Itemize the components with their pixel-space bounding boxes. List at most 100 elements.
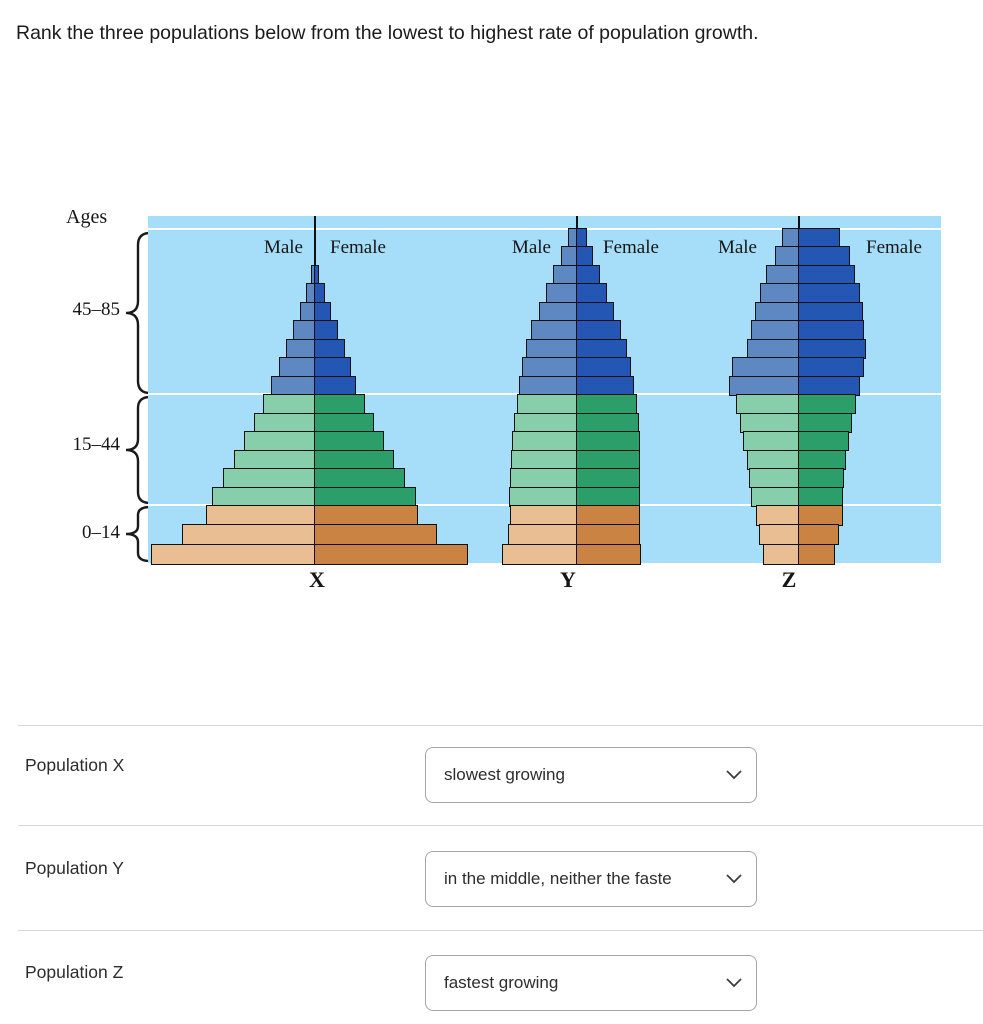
pyramid-bar-female	[314, 394, 365, 415]
pyramid-bar-female	[576, 394, 637, 415]
age-range-0-14: 0–14	[82, 522, 120, 543]
female-label: Female	[330, 237, 386, 258]
gridline-top	[148, 228, 941, 230]
population-y-select[interactable]: in the middle, neither the faste	[425, 851, 757, 907]
pyramid-bar-male	[729, 375, 800, 396]
pyramid-bar-female	[798, 543, 835, 565]
age-range-15-44: 15–44	[72, 434, 121, 455]
pyramid-bar-female	[314, 320, 338, 341]
pyramid-bar-female	[314, 375, 356, 396]
pyramid-bar-female	[576, 283, 607, 304]
pyramid-bar-male	[151, 543, 316, 565]
pyramid-bar-male	[519, 375, 578, 396]
brace-15-44	[125, 396, 152, 504]
pyramid-bar-female	[576, 431, 640, 452]
pyramid-bar-female	[798, 264, 855, 286]
pyramid-bar-female	[798, 468, 844, 489]
pyramid-bar-female	[314, 486, 416, 507]
row-divider	[18, 725, 983, 726]
pyramid-bar-male	[546, 283, 578, 304]
pyramid-bar-female	[314, 412, 374, 433]
female-label: Female	[603, 237, 659, 258]
pyramid-bar-male	[766, 264, 800, 286]
pyramid-bar-female	[314, 431, 384, 452]
pyramid-bar-male	[234, 449, 316, 470]
population-y-label: Population Y	[25, 858, 124, 878]
pyramid-name-label: X	[309, 567, 325, 592]
pyramid-bar-female	[576, 338, 627, 359]
pyramid-bar-male	[509, 486, 578, 507]
pyramid-bar-male	[531, 320, 578, 341]
selected-option: fastest growing	[444, 973, 559, 992]
pyramid-bar-female	[314, 338, 345, 359]
population-x-select[interactable]: slowest growing	[425, 747, 757, 803]
pyramid-bar-female	[576, 228, 587, 249]
pyramid-bar-female	[576, 320, 621, 341]
ages-axis-title: Ages	[66, 206, 108, 228]
pyramid-bar-female	[314, 357, 351, 378]
pyramid-bar-female	[576, 246, 593, 267]
pyramid-bar-female	[576, 301, 614, 323]
pyramid-bar-male	[223, 468, 316, 489]
population-z-select[interactable]: fastest growing	[425, 955, 757, 1011]
pyramid-bar-female	[314, 504, 418, 527]
pyramid-bar-female	[798, 283, 860, 304]
pyramid-bar-female	[798, 228, 840, 249]
pyramid-bar-female	[576, 357, 631, 378]
pyramid-bar-female	[798, 431, 849, 452]
pyramid-bar-male	[553, 264, 578, 286]
row-divider	[18, 825, 983, 826]
pyramid-bar-female	[314, 301, 331, 323]
pyramid-bar-female	[314, 283, 325, 304]
chevron-down-icon	[726, 874, 742, 884]
pyramid-bar-male	[212, 486, 316, 507]
pyramid-bar-female	[576, 504, 640, 527]
pyramid-bar-male	[279, 357, 316, 378]
pyramid-bar-male	[182, 524, 316, 546]
pyramid-bar-male	[751, 320, 800, 341]
pyramid-bar-male	[775, 246, 800, 267]
pyramid-bar-male	[756, 504, 800, 527]
pyramid-bar-female	[798, 394, 856, 415]
pyramid-bar-male	[539, 301, 578, 323]
female-label: Female	[866, 237, 922, 258]
pyramid-bar-female	[798, 246, 850, 267]
pyramid-bar-female	[798, 301, 863, 323]
pyramid-bar-female	[576, 264, 600, 286]
pyramid-bar-female	[798, 504, 843, 527]
selected-option: in the middle, neither the faste	[444, 869, 672, 888]
pyramid-bar-female	[798, 486, 843, 507]
pyramid-bar-female	[798, 338, 866, 359]
pyramid-bar-male	[751, 486, 800, 507]
pyramid-bar-female	[314, 264, 319, 286]
pyramid-bar-female	[314, 543, 468, 565]
pyramid-bar-male	[759, 524, 800, 546]
pyramid-bar-female	[576, 524, 640, 546]
question-text: Rank the three populations below from th…	[16, 22, 759, 44]
pyramid-bar-male	[736, 394, 800, 415]
pyramid-bar-male	[244, 431, 316, 452]
pyramid-bar-male	[514, 412, 578, 433]
pyramid-bar-female	[798, 449, 846, 470]
pyramid-bar-male	[747, 449, 800, 470]
pyramid-bar-male	[271, 375, 316, 396]
pyramid-bar-female	[314, 524, 437, 546]
pyramid-bar-male	[263, 394, 316, 415]
pyramid-bar-male	[512, 431, 578, 452]
pyramid-bar-female	[576, 375, 634, 396]
selected-option: slowest growing	[444, 765, 565, 784]
chevron-down-icon	[726, 978, 742, 988]
male-label: Male	[263, 237, 303, 258]
population-x-label: Population X	[25, 755, 125, 775]
pyramid-bar-male	[526, 338, 578, 359]
pyramid-bar-male	[517, 394, 578, 415]
population-z-label: Population Z	[25, 962, 124, 982]
pyramid-name-label: Z	[781, 567, 797, 592]
brace-45-85	[125, 232, 152, 394]
pyramid-chart-panel: Male Female X Male Female Y Male Female Z	[148, 216, 941, 592]
pyramid-bar-female	[576, 543, 641, 565]
age-range-45-85: 45–85	[72, 299, 121, 320]
pyramid-bar-female	[314, 468, 405, 489]
pyramid-bar-female	[576, 412, 639, 433]
row-divider	[18, 930, 983, 931]
